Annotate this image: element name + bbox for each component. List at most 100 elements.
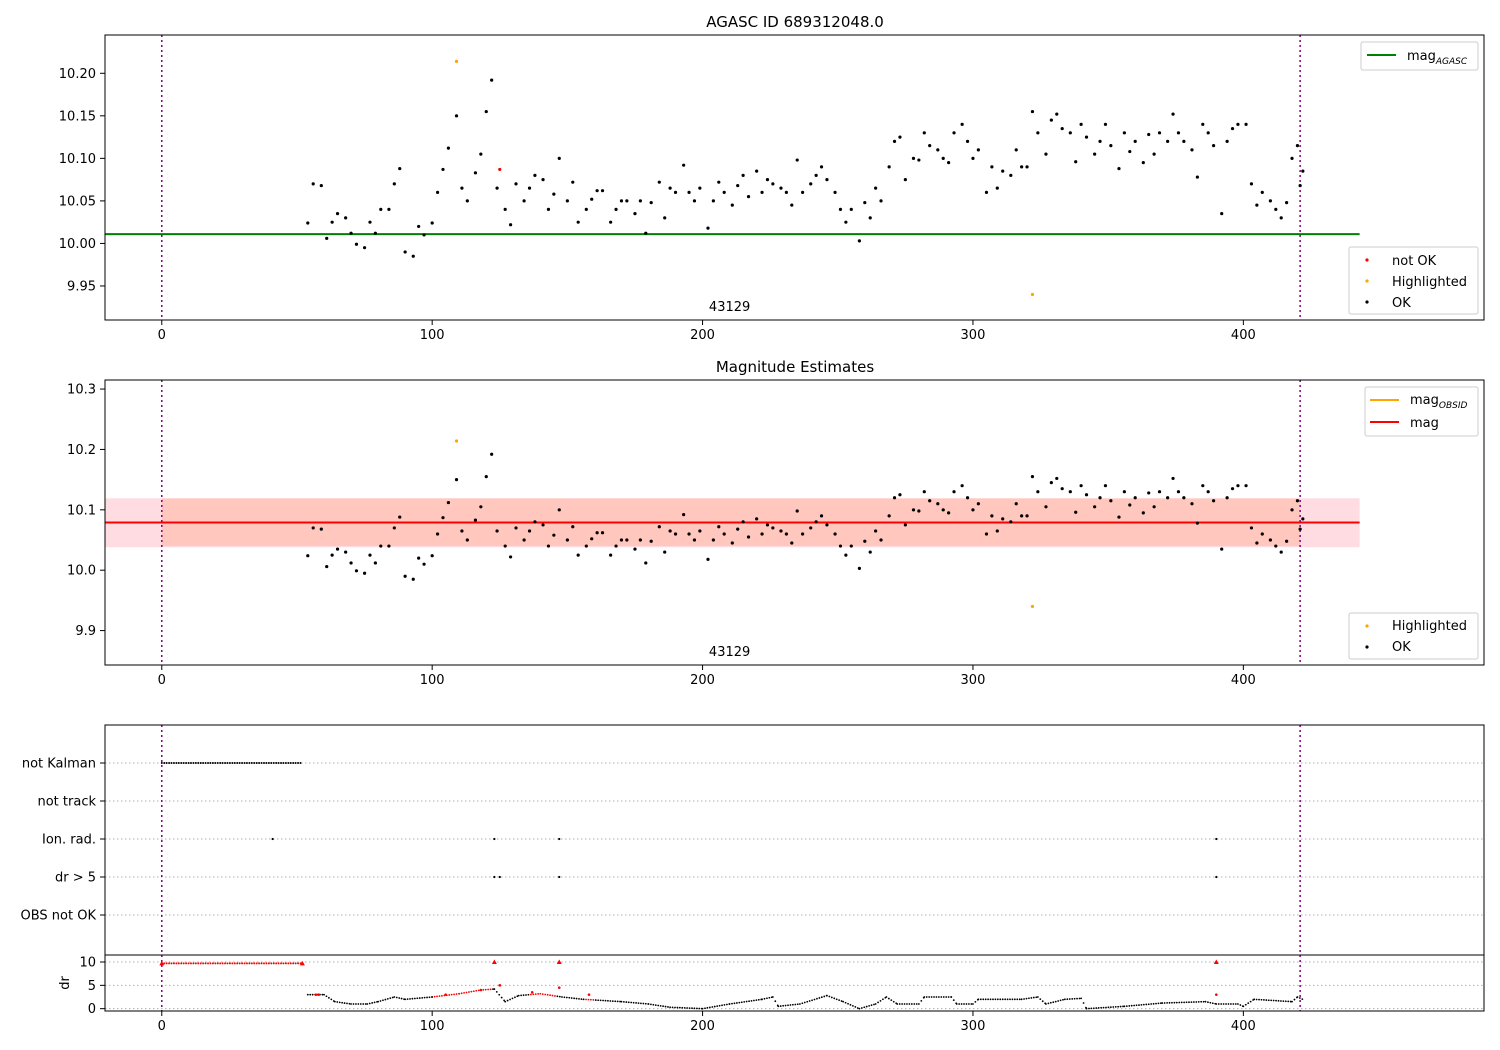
ok-point bbox=[698, 186, 702, 190]
flag-point bbox=[558, 875, 561, 879]
flag-point bbox=[189, 762, 192, 764]
dr-point bbox=[498, 993, 501, 996]
dr-point bbox=[1023, 998, 1025, 1000]
dr-flag-point bbox=[185, 962, 188, 965]
ok-point bbox=[1236, 122, 1240, 126]
ok-point bbox=[422, 233, 426, 237]
ok-point bbox=[1001, 517, 1005, 521]
dr-flag-point bbox=[236, 962, 239, 965]
dr-point bbox=[366, 1003, 369, 1005]
ok-point bbox=[590, 537, 594, 541]
ok-point bbox=[484, 109, 488, 114]
ok-point bbox=[430, 221, 434, 225]
legend-label-highlighted: Highlighted bbox=[1392, 275, 1467, 290]
dr-point bbox=[1036, 996, 1039, 998]
ok-point bbox=[387, 544, 391, 548]
ok-point bbox=[1117, 166, 1121, 171]
ok-point bbox=[1152, 152, 1156, 156]
ok-point bbox=[1301, 517, 1305, 521]
x-tick-label: 100 bbox=[420, 1019, 445, 1034]
dr-outlier-point bbox=[444, 993, 447, 996]
dr-point bbox=[1171, 1001, 1173, 1004]
dr-point bbox=[642, 1002, 645, 1005]
dr-point bbox=[398, 997, 401, 999]
dr-point bbox=[890, 999, 893, 1002]
ok-point bbox=[1009, 520, 1013, 524]
ok-point bbox=[354, 569, 359, 573]
dr-point bbox=[537, 993, 540, 995]
dr-point bbox=[1180, 1001, 1183, 1004]
dr-point bbox=[426, 996, 428, 999]
dr-flag-point bbox=[170, 962, 173, 965]
dr-point bbox=[868, 1004, 871, 1007]
dr-point bbox=[1016, 998, 1019, 1001]
ok-point bbox=[576, 220, 580, 224]
dr-point bbox=[1242, 1005, 1245, 1008]
chart-title-agasc: AGASC ID 689312048.0 bbox=[706, 13, 884, 31]
dr-point bbox=[1247, 1002, 1250, 1005]
ok-point bbox=[565, 199, 569, 203]
flag-point bbox=[250, 762, 253, 764]
ok-point bbox=[1152, 505, 1156, 509]
ok-point bbox=[1295, 499, 1300, 503]
legend-label-ok: OK bbox=[1392, 640, 1411, 655]
ok-point bbox=[435, 532, 440, 536]
dr-point bbox=[1166, 1002, 1169, 1004]
dr-point bbox=[1020, 998, 1023, 1001]
ok-point bbox=[508, 555, 513, 559]
dr-point bbox=[421, 996, 424, 999]
legend-label-obsid: mag bbox=[1410, 393, 1439, 408]
legend-label-mag: mag bbox=[1410, 416, 1439, 431]
flag-point bbox=[493, 837, 496, 841]
dr-point bbox=[892, 1000, 895, 1003]
dr-point bbox=[706, 1006, 709, 1009]
ok-point bbox=[609, 220, 613, 224]
dr-point bbox=[650, 1003, 652, 1006]
dr-point bbox=[996, 998, 999, 1001]
ok-point bbox=[790, 203, 794, 207]
dr-flag-point bbox=[204, 962, 207, 965]
ok-point bbox=[430, 554, 434, 558]
dr-point bbox=[1032, 996, 1035, 999]
dr-point bbox=[789, 1004, 792, 1006]
dr-point bbox=[826, 994, 828, 997]
ok-point bbox=[960, 484, 964, 488]
dr-point bbox=[348, 1002, 351, 1005]
ok-point bbox=[379, 207, 383, 212]
dr-point bbox=[913, 1003, 916, 1005]
ok-point bbox=[995, 529, 999, 533]
dr-point bbox=[568, 996, 571, 999]
dr-point bbox=[1188, 1001, 1190, 1004]
dr-point bbox=[458, 992, 461, 995]
ok-point bbox=[571, 180, 575, 184]
flag-point bbox=[287, 762, 290, 764]
ok-point bbox=[874, 529, 878, 533]
ok-point bbox=[1133, 139, 1137, 143]
dr-point bbox=[838, 999, 841, 1002]
ok-point bbox=[849, 207, 853, 212]
dr-point bbox=[1215, 1003, 1218, 1005]
dr-point bbox=[346, 1002, 348, 1005]
ok-point bbox=[1260, 190, 1264, 194]
ok-point bbox=[422, 562, 426, 566]
ok-point bbox=[947, 161, 951, 165]
flag-point bbox=[297, 762, 300, 764]
dr-point bbox=[766, 997, 768, 1000]
dr-point bbox=[514, 996, 516, 999]
dr-point bbox=[1109, 1006, 1112, 1009]
dr-point bbox=[330, 998, 333, 1001]
dr-point bbox=[489, 988, 492, 991]
dr-point bbox=[898, 1003, 901, 1005]
dr-point bbox=[860, 1007, 863, 1009]
dr-point bbox=[1071, 998, 1074, 1000]
dr-flag-point bbox=[289, 962, 292, 965]
ok-point bbox=[1009, 173, 1013, 177]
dr-point bbox=[400, 997, 403, 1000]
ok-point bbox=[1098, 139, 1102, 143]
dr-point bbox=[852, 1004, 854, 1007]
ok-point bbox=[917, 158, 921, 162]
dr-point bbox=[882, 998, 884, 1001]
flag-point bbox=[260, 762, 263, 764]
flag-point bbox=[277, 762, 280, 764]
ok-point bbox=[595, 189, 599, 193]
